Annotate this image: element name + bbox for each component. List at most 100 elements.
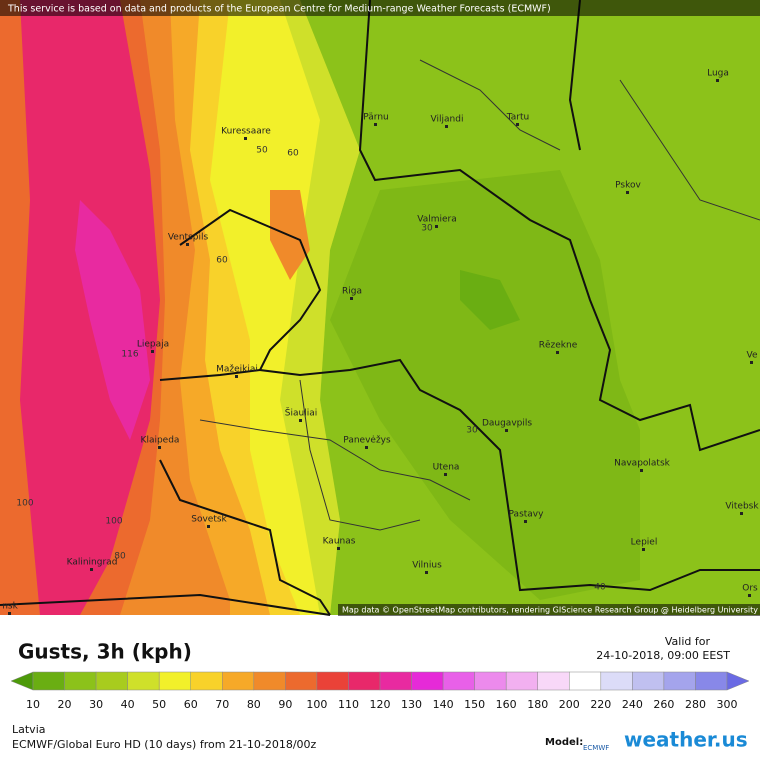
city-dot <box>524 520 527 523</box>
colorbar-label: 220 <box>590 698 611 711</box>
colorbar-box <box>95 671 128 691</box>
city-dot <box>640 469 643 472</box>
city-label: Vilnius <box>412 561 442 571</box>
field <box>330 170 640 600</box>
colorbar-box <box>316 671 349 691</box>
valid-time: 24-10-2018, 09:00 EEST <box>596 649 730 662</box>
contour-label: 116 <box>121 350 138 360</box>
banner: This service is based on data and produc… <box>7 4 551 15</box>
colorbar-label: 160 <box>496 698 517 711</box>
city-dot <box>716 79 719 82</box>
city-label: Tartu <box>506 113 529 123</box>
colorbar-box <box>411 671 444 691</box>
attribution-bg <box>338 604 760 616</box>
colorbar-box <box>442 671 475 691</box>
city-dot <box>207 525 210 528</box>
valid-label: Valid for <box>665 635 711 648</box>
region: Latvia <box>12 723 46 736</box>
city-dot <box>516 123 519 126</box>
city-label: Viljandi <box>431 115 464 125</box>
colorbar-box <box>190 671 223 691</box>
map <box>0 0 760 616</box>
city-dot <box>158 446 161 449</box>
city-label: Rēzekne <box>539 341 578 351</box>
colorbar-label: 20 <box>58 698 72 711</box>
colorbar-label: 100 <box>306 698 327 711</box>
city-dot <box>444 473 447 476</box>
city-label: Utena <box>433 463 460 473</box>
city-dot <box>374 123 377 126</box>
city-label: Sovetsk <box>191 515 227 525</box>
colorbar-box <box>32 671 65 691</box>
city-dot <box>151 350 154 353</box>
contour-label: 60 <box>216 256 228 266</box>
city-dot <box>740 512 743 515</box>
colorbar-label: 50 <box>152 698 166 711</box>
city-dot <box>299 419 302 422</box>
banner-bg <box>0 0 760 16</box>
city-dot <box>435 225 438 228</box>
colorbar-box <box>253 671 286 691</box>
city-label: Valmiera <box>417 215 457 225</box>
city-label: Mažeikiai <box>216 365 258 375</box>
colorbar-label: 280 <box>685 698 706 711</box>
city-label: Luga <box>707 69 729 79</box>
colorbar-label: 70 <box>215 698 229 711</box>
colorbar-box <box>348 671 381 691</box>
colorbar-box <box>158 671 191 691</box>
city-label: Ve <box>747 351 758 361</box>
city-label: Liepaja <box>137 340 169 350</box>
colorbar-arrow <box>726 671 750 691</box>
city-label: Kaliningrad <box>67 558 118 568</box>
colorbar-label: 260 <box>653 698 674 711</box>
city-dot <box>642 548 645 551</box>
city-dot <box>8 612 11 615</box>
colorbar-box <box>600 671 633 691</box>
colorbar-box <box>632 671 665 691</box>
brand[interactable]: weather.us <box>624 728 748 752</box>
colorbar-label: 300 <box>717 698 738 711</box>
contour-label: 100 <box>16 499 33 509</box>
colorbar-label: 60 <box>184 698 198 711</box>
colorbar-label: 180 <box>527 698 548 711</box>
colorbar-label: 110 <box>338 698 359 711</box>
contour-label: 30 <box>466 426 478 436</box>
city-label: Kuressaare <box>221 127 271 137</box>
city-label: Ventspils <box>168 233 209 243</box>
city-label: Pärnu <box>363 113 389 123</box>
colorbar-label: 80 <box>247 698 261 711</box>
colorbar-label: 90 <box>278 698 292 711</box>
attribution: Map data © OpenStreetMap contributors, r… <box>342 606 758 615</box>
colorbar-box <box>569 671 602 691</box>
city-label: Vitebsk <box>725 502 759 512</box>
colorbar-box <box>285 671 318 691</box>
contour-label: 50 <box>256 146 268 156</box>
field <box>75 200 150 440</box>
city-label: Šiauliai <box>285 407 317 419</box>
contour-label: 80 <box>114 552 126 562</box>
city-label: Riga <box>342 287 362 297</box>
city-label: nsk <box>2 602 18 612</box>
colorbar-box <box>127 671 160 691</box>
city-label: Panevėžys <box>343 436 391 446</box>
city-label: Lepiel <box>631 538 658 548</box>
city-dot <box>90 568 93 571</box>
city-label: Klaipeda <box>141 436 180 446</box>
city-label: Pastavy <box>509 510 545 520</box>
city-label: Pskov <box>615 181 641 191</box>
legend-title: Gusts, 3h (kph) <box>18 640 192 664</box>
contour-label: 30 <box>421 224 433 234</box>
colorbar-label: 10 <box>26 698 40 711</box>
colorbar-label: 130 <box>401 698 422 711</box>
city-dot <box>748 594 751 597</box>
colorbar-label: 150 <box>464 698 485 711</box>
colorbar-box <box>379 671 412 691</box>
city-dot <box>365 446 368 449</box>
colorbar-box <box>222 671 255 691</box>
model-run: ECMWF/Global Euro HD (10 days) from 21-1… <box>12 738 317 751</box>
model-name: ECMWF <box>583 744 609 752</box>
colorbar-label: 120 <box>370 698 391 711</box>
model-label: Model: <box>545 737 583 748</box>
